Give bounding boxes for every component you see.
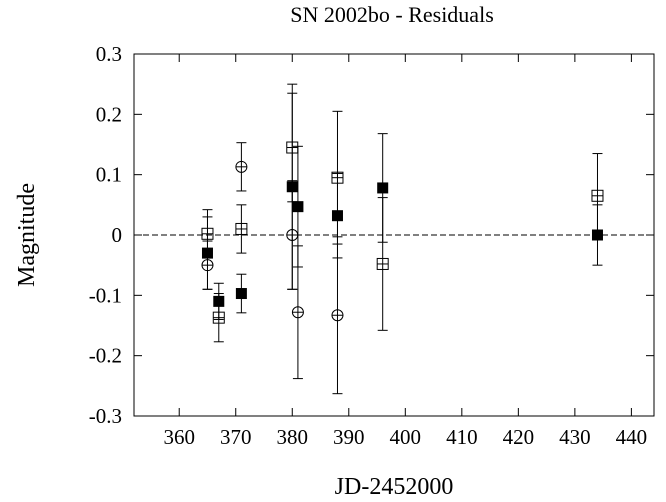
x-tick-label: 420 xyxy=(503,425,535,449)
filled-square-marker xyxy=(292,201,304,213)
x-axis-label: JD-2452000 xyxy=(335,474,454,500)
y-tick-label: -0.2 xyxy=(89,344,122,368)
data-marks xyxy=(201,83,604,395)
data-point xyxy=(235,204,248,254)
x-tick-label: 410 xyxy=(446,425,478,449)
y-tick-label: -0.3 xyxy=(89,404,122,428)
data-point xyxy=(291,245,304,380)
data-point xyxy=(212,293,225,343)
chart-title: SN 2002bo - Residuals xyxy=(290,2,494,27)
y-tick-label: -0.1 xyxy=(89,283,122,307)
data-point xyxy=(201,240,214,290)
y-tick-label: 0.3 xyxy=(96,42,122,66)
x-tick-label: 400 xyxy=(390,425,422,449)
y-axis-label: Magnitude xyxy=(14,183,40,287)
y-tick-label: 0.1 xyxy=(96,163,122,187)
data-point xyxy=(286,180,299,290)
data-point xyxy=(591,153,604,239)
y-tick-label: 0.2 xyxy=(96,102,122,126)
y-tick-label: 0 xyxy=(112,223,123,247)
x-tick-label: 390 xyxy=(333,425,365,449)
filled-square-marker xyxy=(377,182,389,194)
data-point xyxy=(331,236,344,395)
x-tick-label: 360 xyxy=(163,425,195,449)
data-point xyxy=(235,273,247,314)
tick-labels: 360 370 380 390 400 410 420 430 440 0.3 0.2 0.1 0 -0.… xyxy=(89,42,647,449)
x-tick-label: 440 xyxy=(616,425,648,449)
x-tick-label: 380 xyxy=(277,425,309,449)
x-tick-label: 430 xyxy=(559,425,591,449)
x-tick-label: 370 xyxy=(220,425,252,449)
filled-square-marker xyxy=(235,288,247,300)
data-point xyxy=(235,142,248,192)
data-point xyxy=(331,110,344,245)
ticks xyxy=(134,53,654,417)
data-point xyxy=(376,197,389,331)
